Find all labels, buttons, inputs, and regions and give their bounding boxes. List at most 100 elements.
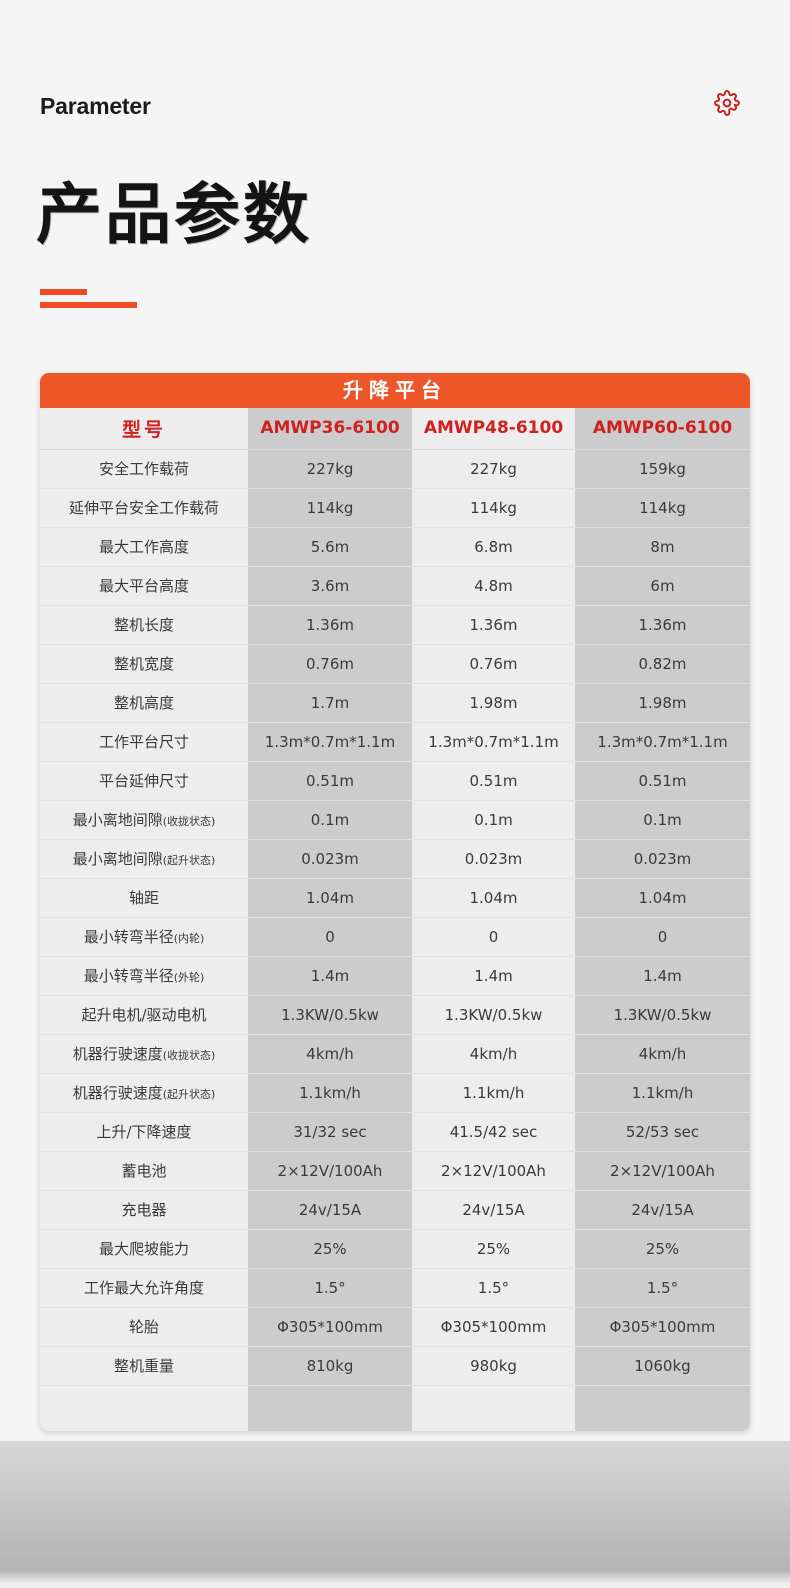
row-value: 0.51m	[412, 761, 575, 801]
row-label: 最大工作高度	[40, 527, 248, 567]
row-value: 24v/15A	[412, 1190, 575, 1230]
row-label: 最小转弯半径(内轮)	[40, 917, 248, 957]
row-value: 5.6m	[248, 527, 412, 567]
row-value: 1.3KW/0.5kw	[248, 995, 412, 1035]
row-value: 1.36m	[575, 605, 750, 645]
row-value: 1.1km/h	[248, 1073, 412, 1113]
row-value: 1.36m	[248, 605, 412, 645]
row-value: 2×12V/100Ah	[575, 1151, 750, 1191]
table-filler-row	[40, 1385, 750, 1431]
table-row: 最小转弯半径(内轮) 0 0 0	[40, 917, 750, 957]
row-label: 最小离地间隙(收拢状态)	[40, 800, 248, 840]
table-row: 整机重量 810kg 980kg 1060kg	[40, 1346, 750, 1386]
table-row: 整机高度 1.7m 1.98m 1.98m	[40, 683, 750, 723]
table-header-row: 型号 AMWP36-6100 AMWP48-6100 AMWP60-6100	[40, 408, 750, 450]
column-header-amwp60: AMWP60-6100	[575, 408, 750, 450]
table-row: 充电器 24v/15A 24v/15A 24v/15A	[40, 1190, 750, 1230]
row-value: 227kg	[248, 449, 412, 489]
row-label: 整机高度	[40, 683, 248, 723]
table-row: 机器行驶速度(起升状态) 1.1km/h 1.1km/h 1.1km/h	[40, 1073, 750, 1113]
table-row: 最小转弯半径(外轮) 1.4m 1.4m 1.4m	[40, 956, 750, 996]
row-value: 159kg	[575, 449, 750, 489]
row-value: 114kg	[412, 488, 575, 528]
row-label: 安全工作载荷	[40, 449, 248, 489]
row-value: 6.8m	[412, 527, 575, 567]
row-value: 1.98m	[575, 683, 750, 723]
spec-table-body: 安全工作载荷 227kg 227kg 159kg 延伸平台安全工作载荷 114kg 114k…	[40, 449, 750, 1431]
row-value: 1.04m	[412, 878, 575, 918]
row-value: 0	[248, 917, 412, 957]
row-value: 1.04m	[575, 878, 750, 918]
column-header-amwp36: AMWP36-6100	[248, 408, 412, 450]
page-eyebrow: Parameter	[40, 93, 151, 119]
row-label-note: (收拢状态)	[162, 815, 216, 828]
row-value: 0.82m	[575, 644, 750, 684]
table-row: 最小离地间隙(起升状态) 0.023m 0.023m 0.023m	[40, 839, 750, 879]
row-value: 1.3KW/0.5kw	[575, 995, 750, 1035]
table-row: 机器行驶速度(收拢状态) 4km/h 4km/h 4km/h	[40, 1034, 750, 1074]
column-header-amwp48: AMWP48-6100	[412, 408, 575, 450]
row-value: 0.51m	[575, 761, 750, 801]
column-header-model-label: 型号	[40, 408, 248, 450]
row-label: 平台延伸尺寸	[40, 761, 248, 801]
row-value: 4km/h	[575, 1034, 750, 1074]
row-value: 25%	[575, 1229, 750, 1269]
row-value: 810kg	[248, 1346, 412, 1386]
table-row: 轴距 1.04m 1.04m 1.04m	[40, 878, 750, 918]
row-value: 31/32 sec	[248, 1112, 412, 1152]
row-value: 4km/h	[248, 1034, 412, 1074]
row-label: 蓄电池	[40, 1151, 248, 1191]
table-row: 工作最大允许角度 1.5° 1.5° 1.5°	[40, 1268, 750, 1308]
row-label: 最大平台高度	[40, 566, 248, 606]
row-value: Φ305*100mm	[412, 1307, 575, 1347]
filler-cell	[575, 1385, 750, 1431]
row-value: 1.1km/h	[412, 1073, 575, 1113]
row-label-note: (内轮)	[173, 932, 205, 945]
row-value: 25%	[248, 1229, 412, 1269]
row-label: 机器行驶速度(收拢状态)	[40, 1034, 248, 1074]
row-value: 52/53 sec	[575, 1112, 750, 1152]
row-label: 整机长度	[40, 605, 248, 645]
row-label: 轴距	[40, 878, 248, 918]
row-value: 1.5°	[412, 1268, 575, 1308]
row-value: 980kg	[412, 1346, 575, 1386]
row-label: 最小离地间隙(起升状态)	[40, 839, 248, 879]
page-title: 产品参数	[36, 176, 312, 253]
row-value: 1.1km/h	[575, 1073, 750, 1113]
row-value: 24v/15A	[575, 1190, 750, 1230]
table-row: 最大爬坡能力 25% 25% 25%	[40, 1229, 750, 1269]
row-value: 227kg	[412, 449, 575, 489]
table-row: 整机长度 1.36m 1.36m 1.36m	[40, 605, 750, 645]
row-value: 0.1m	[575, 800, 750, 840]
table-row: 平台延伸尺寸 0.51m 0.51m 0.51m	[40, 761, 750, 801]
row-value: 1.3m*0.7m*1.1m	[248, 722, 412, 762]
row-value: 0.76m	[412, 644, 575, 684]
row-value: 0.023m	[412, 839, 575, 879]
row-value: 1060kg	[575, 1346, 750, 1386]
row-value: 1.3KW/0.5kw	[412, 995, 575, 1035]
row-value: 25%	[412, 1229, 575, 1269]
row-value: 6m	[575, 566, 750, 606]
row-label: 起升电机/驱动电机	[40, 995, 248, 1035]
row-value: 8m	[575, 527, 750, 567]
row-value: 1.5°	[575, 1268, 750, 1308]
table-row: 安全工作载荷 227kg 227kg 159kg	[40, 449, 750, 489]
gear-icon[interactable]	[714, 90, 740, 116]
row-value: 1.3m*0.7m*1.1m	[412, 722, 575, 762]
row-value: 0.51m	[248, 761, 412, 801]
row-label-note: (外轮)	[173, 971, 205, 984]
row-value: 0.1m	[248, 800, 412, 840]
row-value: 1.4m	[412, 956, 575, 996]
row-value: 2×12V/100Ah	[248, 1151, 412, 1191]
row-label: 轮胎	[40, 1307, 248, 1347]
table-row: 延伸平台安全工作载荷 114kg 114kg 114kg	[40, 488, 750, 528]
row-value: 1.98m	[412, 683, 575, 723]
row-value: 1.5°	[248, 1268, 412, 1308]
accent-rule-long	[40, 302, 137, 308]
row-value: 1.3m*0.7m*1.1m	[575, 722, 750, 762]
table-row: 上升/下降速度 31/32 sec 41.5/42 sec 52/53 sec	[40, 1112, 750, 1152]
row-value: 1.36m	[412, 605, 575, 645]
row-value: 114kg	[248, 488, 412, 528]
spec-card: 升降平台 型号 AMWP36-6100 AMWP48-6100 AMWP60-6…	[40, 373, 750, 1431]
table-row: 蓄电池 2×12V/100Ah 2×12V/100Ah 2×12V/100Ah	[40, 1151, 750, 1191]
